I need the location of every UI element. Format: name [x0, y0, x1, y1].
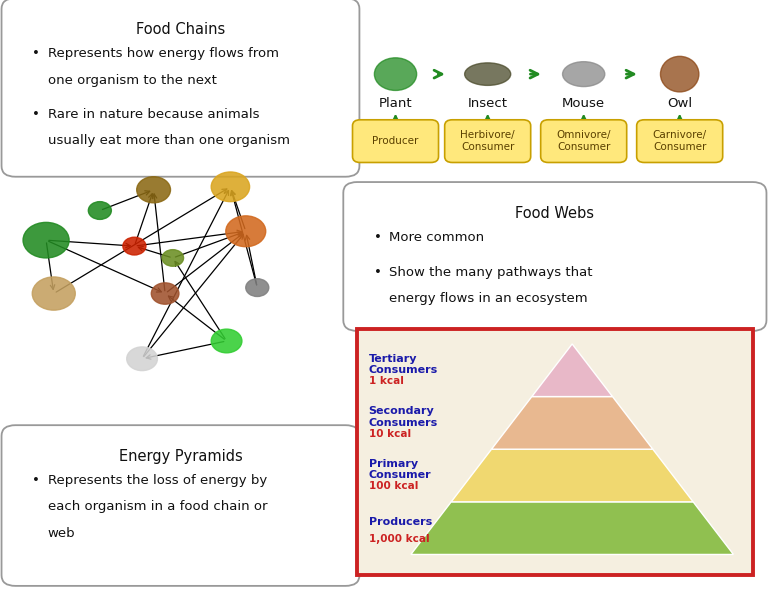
Text: Plant: Plant — [379, 97, 412, 110]
Text: 1 kcal: 1 kcal — [369, 376, 403, 386]
Ellipse shape — [374, 58, 416, 91]
Text: Producer: Producer — [372, 136, 419, 146]
Ellipse shape — [660, 56, 699, 92]
Circle shape — [226, 216, 266, 247]
Text: Omnivore/
Consumer: Omnivore/ Consumer — [557, 130, 611, 152]
Text: •: • — [374, 266, 382, 279]
Polygon shape — [531, 344, 613, 397]
Text: 1,000 kcal: 1,000 kcal — [369, 534, 429, 544]
Text: 10 kcal: 10 kcal — [369, 429, 411, 439]
FancyBboxPatch shape — [353, 120, 439, 162]
Circle shape — [162, 250, 184, 266]
Circle shape — [137, 177, 170, 203]
Text: Primary
Consumer: Primary Consumer — [369, 459, 432, 480]
Text: each organism in a food chain or: each organism in a food chain or — [48, 500, 267, 514]
Text: Owl: Owl — [667, 97, 692, 110]
Ellipse shape — [465, 63, 511, 85]
Text: web: web — [48, 527, 75, 540]
Circle shape — [127, 347, 157, 371]
Text: energy flows in an ecosystem: energy flows in an ecosystem — [389, 292, 588, 305]
FancyBboxPatch shape — [445, 120, 531, 162]
Polygon shape — [492, 397, 653, 449]
FancyBboxPatch shape — [541, 120, 627, 162]
Circle shape — [211, 172, 250, 202]
Circle shape — [211, 329, 242, 353]
Text: •: • — [32, 474, 40, 487]
Text: Represents the loss of energy by: Represents the loss of energy by — [48, 474, 266, 487]
Text: Rare in nature because animals: Rare in nature because animals — [48, 108, 259, 121]
FancyBboxPatch shape — [357, 329, 753, 575]
Text: Food Chains: Food Chains — [136, 22, 225, 37]
Text: •: • — [32, 47, 40, 60]
Text: Food Webs: Food Webs — [515, 206, 594, 221]
Text: Mouse: Mouse — [562, 97, 605, 110]
FancyBboxPatch shape — [2, 425, 359, 586]
FancyBboxPatch shape — [2, 0, 359, 177]
Text: •: • — [32, 108, 40, 121]
Text: •: • — [374, 231, 382, 244]
Ellipse shape — [562, 62, 605, 87]
Polygon shape — [411, 502, 733, 554]
Text: Insect: Insect — [468, 97, 508, 110]
Circle shape — [32, 277, 75, 310]
Text: 100 kcal: 100 kcal — [369, 481, 418, 491]
Text: Tertiary
Consumers: Tertiary Consumers — [369, 353, 438, 375]
Polygon shape — [452, 449, 693, 502]
Circle shape — [123, 237, 146, 255]
Circle shape — [23, 222, 69, 258]
Text: More common: More common — [389, 231, 485, 244]
Text: Show the many pathways that: Show the many pathways that — [389, 266, 593, 279]
Text: usually eat more than one organism: usually eat more than one organism — [48, 134, 290, 147]
Circle shape — [88, 202, 111, 219]
Text: one organism to the next: one organism to the next — [48, 74, 217, 87]
FancyBboxPatch shape — [343, 182, 766, 331]
Circle shape — [151, 283, 179, 304]
Text: Herbivore/
Consumer: Herbivore/ Consumer — [460, 130, 515, 152]
Circle shape — [246, 279, 269, 296]
Text: Energy Pyramids: Energy Pyramids — [118, 449, 243, 464]
FancyBboxPatch shape — [637, 120, 723, 162]
Text: Represents how energy flows from: Represents how energy flows from — [48, 47, 279, 60]
Text: Carnivore/
Consumer: Carnivore/ Consumer — [653, 130, 707, 152]
Text: Producers: Producers — [369, 517, 432, 527]
Text: Secondary
Consumers: Secondary Consumers — [369, 406, 438, 428]
